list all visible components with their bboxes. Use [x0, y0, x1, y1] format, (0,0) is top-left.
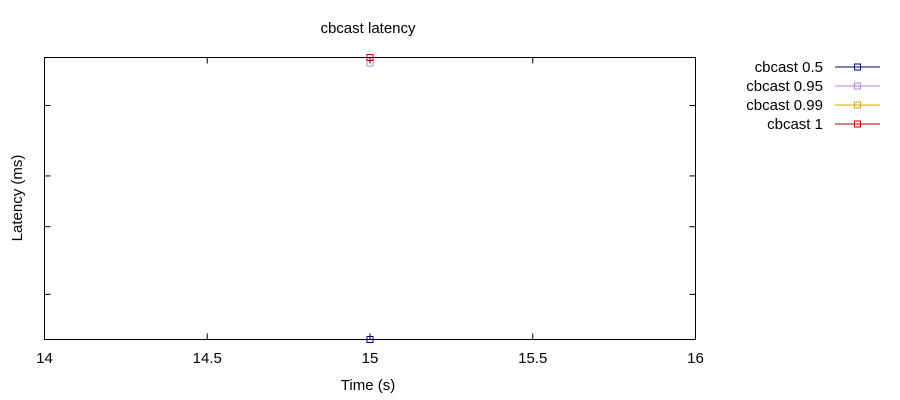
- legend-label: cbcast 0.95: [746, 78, 823, 95]
- legend-label: cbcast 0.99: [746, 97, 823, 114]
- x-tick-label: 16: [687, 350, 704, 367]
- x-axis-ticks: 14 14.5 15 15.5 16: [36, 57, 704, 367]
- plot-frame: [44, 57, 696, 340]
- x-tick-label: 14.5: [193, 350, 222, 367]
- x-tick-label: 14: [36, 350, 53, 367]
- legend: cbcast 0.5 cbcast 0.95 cbcast 0.99 cbcast 1: [746, 59, 880, 133]
- legend-marker: [854, 63, 861, 71]
- data-points: [366, 54, 374, 343]
- legend-marker: [854, 120, 861, 128]
- y-axis-label: Latency (ms): [9, 155, 26, 242]
- series-point: [366, 336, 374, 343]
- series-point: [366, 54, 374, 61]
- x-axis-label: Time (s): [341, 377, 395, 394]
- legend-label: cbcast 1: [767, 116, 823, 133]
- chart-title: cbcast latency: [320, 20, 416, 37]
- legend-label: cbcast 0.5: [755, 59, 823, 76]
- legend-marker: [854, 101, 861, 109]
- x-tick-label: 15.5: [518, 350, 547, 367]
- y-axis-ticks: [44, 57, 696, 340]
- x-tick-label: 15: [362, 350, 379, 367]
- legend-marker: [854, 82, 861, 90]
